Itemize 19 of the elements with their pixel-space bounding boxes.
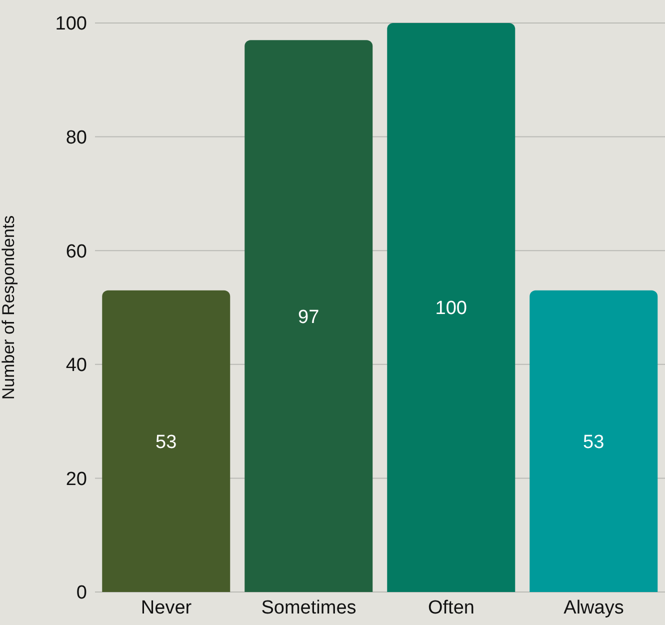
data-label: 100: [435, 298, 467, 320]
x-tick-label: Often: [428, 597, 474, 618]
data-label: 53: [156, 432, 177, 453]
y-tick-label: 80: [66, 128, 87, 149]
data-label: 53: [583, 432, 604, 453]
y-tick-label: 0: [76, 582, 87, 604]
y-tick-label: 20: [66, 468, 87, 490]
x-tick-label: Always: [564, 597, 624, 618]
x-tick-label: Sometimes: [261, 597, 356, 618]
bar: [244, 40, 373, 592]
y-tick-label: 40: [66, 355, 87, 376]
y-axis-title: Number of Respondents: [0, 215, 18, 400]
data-label: 97: [298, 306, 320, 328]
bar: [387, 23, 516, 592]
y-tick-label: 100: [55, 14, 87, 35]
bar: [102, 290, 230, 592]
bar: [530, 290, 658, 592]
x-tick-label: Never: [140, 597, 192, 618]
y-tick-label: 60: [66, 241, 87, 262]
